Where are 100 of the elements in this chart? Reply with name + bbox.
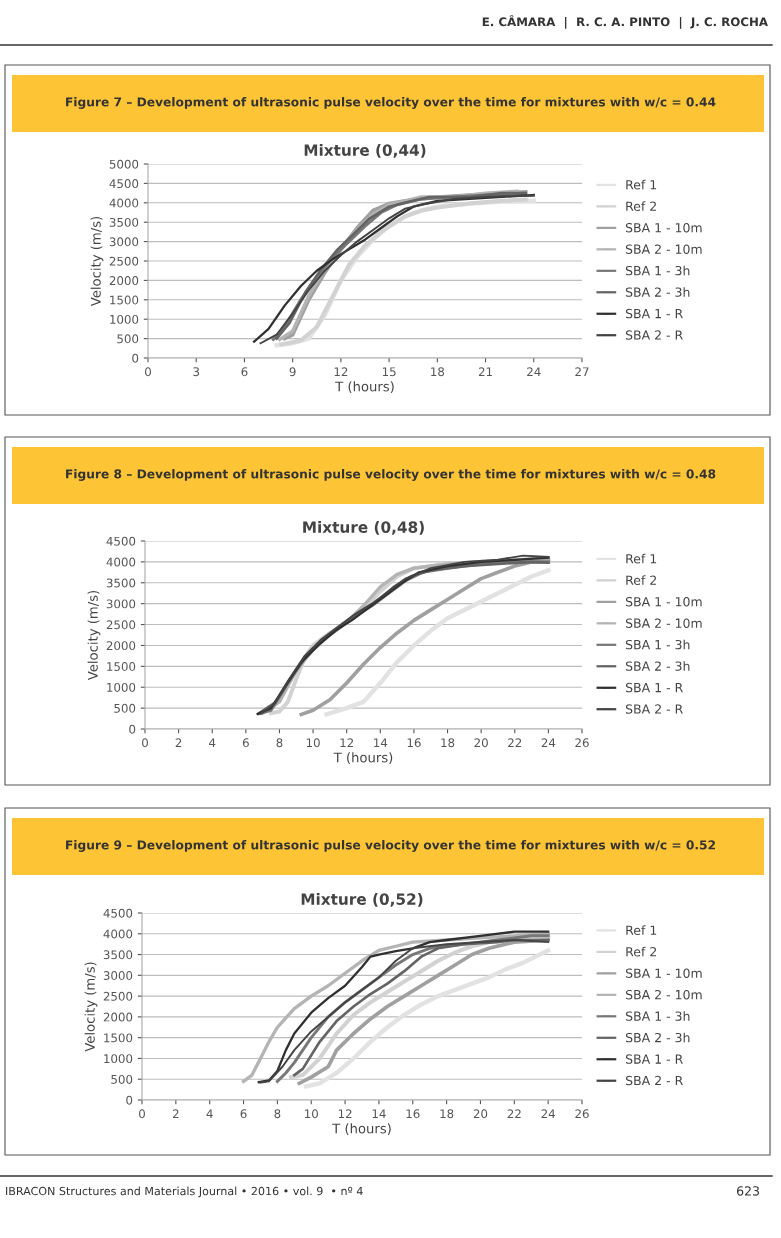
x-tick-label: 22 [508, 738, 522, 747]
text: IBRACON Structures and Materials Journal • 2016 • vol. 9 • nº 4 [6, 1186, 363, 1198]
legend-label: SBA 2 - 3h [625, 1032, 690, 1043]
legend-label: SBA 1 - 3h [625, 265, 690, 276]
x-tick-label: 10 [305, 1109, 318, 1119]
x-tick-label: 2 [175, 738, 182, 747]
y-tick-label: 1500 [104, 1033, 133, 1043]
x-tick-label: 6 [240, 1109, 247, 1119]
x-tick-label: 26 [575, 738, 589, 748]
x-tick-label: 24 [541, 1109, 555, 1118]
x-tick-label: 24 [527, 367, 541, 376]
y-tick-label: 3000 [103, 971, 133, 980]
legend-label: SBA 2 - 3h [625, 661, 690, 671]
x-tick-label: 4 [206, 1109, 213, 1118]
x-axis-title: T (hours) [335, 381, 394, 393]
chart-subtitle: Mixture (0,44) [304, 144, 426, 158]
x-tick-label: 24 [541, 738, 556, 747]
legend-label: SBA 1 - R [625, 682, 683, 693]
y-tick-label: 500 [117, 334, 139, 344]
legend-label: Ref 1 [626, 553, 657, 564]
y-tick-label: 500 [114, 703, 136, 713]
x-tick-label: 27 [575, 367, 589, 376]
chart-subtitle: Mixture (0,52) [301, 893, 423, 907]
x-tick-label: 14 [372, 1109, 386, 1118]
y-tick-label: 3500 [103, 950, 133, 960]
text: 623 [737, 1186, 759, 1196]
x-tick-label: 8 [276, 738, 283, 748]
y-tick-label: 1000 [110, 314, 139, 324]
x-tick-label: 20 [474, 738, 488, 748]
x-tick-label: 3 [193, 367, 200, 377]
y-tick-label: 1000 [104, 1054, 133, 1064]
x-axis-title: T (hours) [333, 752, 393, 764]
y-tick-label: 3000 [106, 599, 136, 609]
x-tick-label: 0 [145, 367, 151, 377]
y-tick-label: 2000 [106, 641, 136, 651]
x-tick-label: 0 [142, 738, 148, 748]
y-tick-label: 4000 [106, 557, 136, 567]
y-tick-label: 3500 [109, 217, 139, 227]
legend-label: Ref 2 [626, 575, 657, 585]
legend-label: Ref 1 [626, 925, 657, 935]
legend-label: SBA 2 - R [625, 1075, 683, 1086]
y-axis-title: Velocity (m/s) [84, 962, 98, 1052]
x-tick-label: 16 [406, 1109, 420, 1119]
x-tick-label: 16 [407, 738, 421, 748]
legend-label: SBA 2 - 10m [625, 618, 702, 628]
legend-label: SBA 2 - 10m [625, 989, 702, 1000]
y-tick-label: 4500 [103, 908, 133, 918]
x-tick-label: 18 [440, 1109, 454, 1119]
chart-subtitle: Mixture (0,48) [303, 521, 424, 535]
legend-label: SBA 1 - 10m [625, 222, 702, 233]
y-tick-label: 4500 [109, 179, 139, 189]
legend-label: SBA 2 - 3h [625, 287, 690, 297]
x-tick-label: 9 [289, 367, 296, 377]
chart-title: Figure 7 – Development of ultrasonic pulse velocity over the time for mixtures with w/c = 0.44 [66, 97, 716, 109]
legend-label: SBA 1 - 3h [625, 1011, 690, 1021]
legend-label: SBA 1 - R [625, 308, 683, 319]
y-tick-label: 0 [129, 724, 136, 734]
y-tick-label: 4000 [109, 198, 139, 208]
x-tick-label: 26 [575, 1109, 589, 1119]
y-tick-label: 1000 [107, 682, 136, 692]
x-tick-label: 20 [473, 1109, 488, 1119]
x-tick-label: 15 [382, 367, 396, 377]
text: E. CÂMARA | R. C. A. PINTO | J. C. ROCHA [482, 15, 768, 29]
x-tick-label: 21 [478, 367, 492, 376]
chart-title: Figure 8 – Development of ultrasonic pulse velocity over the time for mixtures with w/c = 0.48 [66, 469, 716, 481]
legend-label: Ref 2 [626, 201, 656, 211]
legend-label: SBA 1 - 3h [625, 639, 690, 650]
y-tick-label: 2500 [109, 256, 139, 266]
x-tick-label: 14 [374, 738, 388, 747]
y-tick-label: 0 [132, 353, 139, 363]
y-tick-label: 1500 [107, 662, 136, 671]
y-tick-label: 500 [111, 1074, 133, 1084]
x-tick-label: 12 [334, 367, 348, 376]
x-tick-label: 2 [172, 1109, 179, 1118]
y-tick-label: 1500 [110, 295, 139, 305]
y-axis-title: Velocity (m/s) [87, 590, 101, 681]
y-tick-label: 0 [126, 1095, 133, 1105]
x-tick-label: 12 [340, 738, 354, 747]
y-tick-label: 2500 [103, 991, 133, 1001]
y-tick-label: 2500 [106, 620, 136, 630]
legend-label: SBA 1 - 10m [625, 596, 702, 607]
y-tick-label: 4000 [103, 929, 133, 939]
x-tick-label: 6 [241, 367, 248, 377]
y-tick-label: 3500 [106, 578, 136, 588]
x-tick-label: 22 [507, 1109, 521, 1118]
x-tick-label: 12 [338, 1109, 352, 1118]
y-tick-label: 4500 [106, 536, 136, 546]
y-tick-label: 2000 [103, 1012, 133, 1022]
x-axis-title: T (hours) [332, 1123, 391, 1135]
y-tick-label: 2000 [109, 276, 139, 286]
legend-label: SBA 1 - 10m [625, 968, 702, 978]
x-tick-label: 4 [209, 738, 216, 747]
chart-title: Figure 9 – Development of ultrasonic pulse velocity over the time for mixtures with w/c = 0.52 [66, 840, 715, 852]
x-tick-label: 6 [242, 738, 249, 748]
x-tick-label: 18 [441, 738, 455, 748]
legend-label: SBA 2 - 10m [625, 244, 702, 254]
x-tick-label: 8 [274, 1109, 281, 1119]
y-tick-label: 3000 [109, 237, 139, 247]
legend-label: SBA 1 - R [625, 1054, 683, 1064]
y-tick-label: 5000 [109, 159, 139, 169]
